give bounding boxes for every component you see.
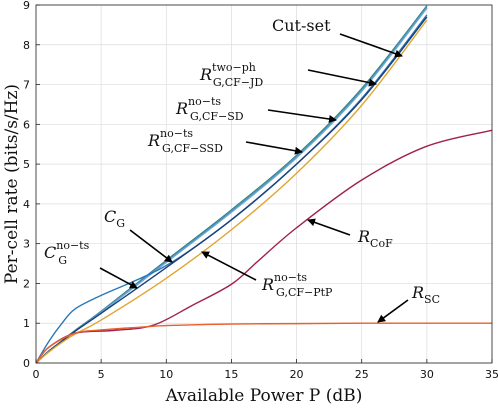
label-sc: RSC [411, 283, 440, 306]
x-axis-label: Available Power P (dB) [165, 386, 363, 406]
y-tick-label: 5 [23, 158, 30, 171]
arrow-sd [267, 109, 337, 123]
y-tick-label: 0 [23, 357, 30, 370]
series-layer [36, 5, 492, 363]
y-axis-label: Per-cell rate (bits/s/Hz) [2, 84, 22, 284]
arrow-cg [129, 229, 173, 263]
y-tick-label: 2 [23, 277, 30, 290]
y-tick-label: 8 [23, 39, 30, 52]
label-sd: Rno−ts G,CF−SD [175, 95, 244, 123]
y-tick-label: 7 [23, 79, 30, 92]
arrow-sc [377, 299, 409, 323]
x-tick-label: 25 [355, 368, 369, 381]
label-cutset: Cut-set [272, 16, 331, 35]
label-cof: RCoF [357, 227, 393, 250]
arrow-cof [307, 218, 351, 236]
label-ptp: Rno−ts G,CF−PtP [261, 271, 333, 299]
x-tick-label: 30 [420, 368, 434, 381]
series-line-5 [36, 16, 428, 363]
x-tick-label: 10 [159, 368, 173, 381]
y-tick-label: 9 [23, 0, 30, 12]
y-tick-label: 1 [23, 317, 30, 330]
x-tick-label: 0 [33, 368, 40, 381]
label-cgnots: Cno−ts G [44, 239, 90, 267]
x-tick-label: 5 [98, 368, 105, 381]
x-tick-label: 35 [485, 368, 498, 381]
label-jd: Rtwo−ph G,CF−JD [199, 61, 263, 89]
annotation-arrows [99, 33, 409, 323]
arrow-ptp [201, 251, 257, 281]
arrow-cgnots [99, 267, 138, 289]
label-ssd: Rno−ts G,CF−SSD [147, 127, 223, 155]
arrow-jd [307, 69, 377, 87]
arrow-cutset [339, 33, 403, 58]
y-tick-label: 3 [23, 238, 30, 251]
x-tick-label: 20 [290, 368, 304, 381]
y-tick-label: 6 [23, 118, 30, 131]
series-line-6 [36, 19, 428, 363]
series-line-8 [36, 322, 492, 363]
arrow-ssd [245, 141, 303, 155]
x-tick-label: 15 [224, 368, 238, 381]
plot-frame [35, 4, 493, 364]
ticks: 0 5 10 15 20 25 30 35 0 1 2 3 4 5 6 7 8 9 [23, 0, 498, 381]
label-cg: CG [104, 207, 125, 230]
y-tick-label: 4 [23, 198, 30, 211]
